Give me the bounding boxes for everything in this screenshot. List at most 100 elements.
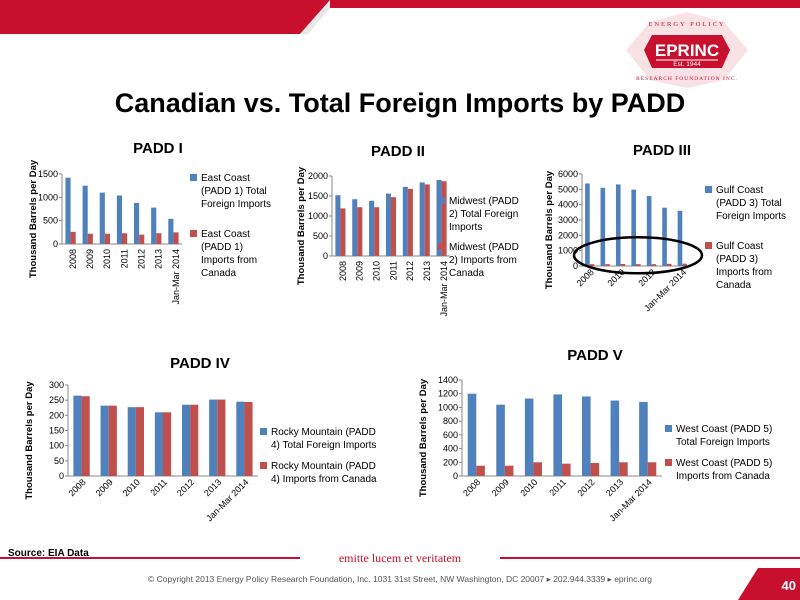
bar-total-imports	[600, 187, 606, 266]
legend-label: East Coast (PADD 1) Total Foreign Imports	[201, 173, 271, 210]
header-decoration	[0, 0, 330, 34]
x-tick-label: 2012	[405, 261, 415, 281]
bar-total-imports	[582, 396, 591, 476]
bar-canada-imports	[533, 462, 542, 476]
bar-canada-imports	[122, 233, 128, 244]
y-tick-label: 3000	[558, 215, 578, 225]
bar-canada-imports	[217, 399, 226, 476]
legend-label: West Coast (PADD 5) Total Foreign Imports	[676, 424, 772, 448]
legend-swatch	[665, 425, 672, 432]
y-tick-label: 250	[49, 395, 64, 405]
bar-canada-imports	[87, 233, 93, 244]
bar-total-imports	[73, 395, 82, 476]
bar-total-imports	[65, 177, 71, 244]
x-tick-label: 2011	[119, 249, 129, 268]
chart-title: PADD V	[567, 347, 623, 364]
bar-total-imports	[100, 405, 109, 476]
legend-label: Rocky Mountain (PADD 4) Total Foreign Imp…	[271, 427, 376, 451]
legend-label: East Coast (PADD 1) Imports from Canada	[201, 229, 257, 279]
y-axis-label: Thousand Barrels per Day	[544, 170, 555, 289]
y-axis-label: Thousand Barrels per Day	[24, 381, 35, 500]
y-tick-label: 2000	[308, 171, 328, 181]
bar-total-imports	[385, 193, 391, 256]
bar-canada-imports	[108, 405, 117, 476]
chart-title: PADD IV	[170, 355, 230, 372]
y-tick-label: 1000	[38, 192, 58, 202]
bar-canada-imports	[441, 181, 447, 256]
slide-title: Canadian vs. Total Foreign Imports by PA…	[114, 88, 686, 118]
x-tick-label: 2008	[338, 261, 348, 281]
source-note: Source: EIA Data	[8, 548, 89, 559]
legend-label: West Coast (PADD 5) Imports from Canada	[676, 458, 772, 482]
logo-est: Est. 1944	[673, 61, 701, 68]
chart-padd-1: PADD I 0 500 1000 1500 Thousand Barrels per D…	[10, 138, 275, 318]
bar-total-imports	[436, 180, 442, 256]
bar-total-imports	[369, 200, 375, 256]
x-tick-label: 2010	[102, 249, 112, 269]
logo-name: EPRINC	[655, 41, 719, 60]
x-tick-label: 2012	[137, 249, 147, 269]
bar-total-imports	[467, 393, 477, 476]
highlight-ellipse	[572, 236, 704, 275]
legend-label: Midwest (PADD 2) Total Foreign Imports	[449, 196, 519, 233]
y-tick-label: 2000	[558, 230, 578, 240]
bar-total-imports	[116, 195, 122, 244]
y-tick-label: 5000	[558, 184, 578, 194]
bar-total-imports	[82, 185, 88, 244]
bar-canada-imports	[244, 401, 253, 476]
x-tick-label: 2010	[518, 477, 539, 498]
bar-total-imports	[182, 404, 191, 476]
bar-total-imports	[585, 183, 590, 266]
legend-swatch	[190, 230, 197, 237]
x-tick-label: 2009	[85, 249, 95, 269]
bar-total-imports	[134, 202, 140, 244]
bar-total-imports	[615, 184, 621, 266]
bar-total-imports	[402, 186, 408, 256]
top-accent-bar	[0, 0, 800, 8]
legend-label: Gulf Coast (PADD 3) Imports from Canada	[716, 241, 772, 291]
bar-total-imports	[419, 182, 425, 256]
y-tick-label: 0	[573, 261, 578, 271]
bar-canada-imports	[647, 462, 657, 476]
bar-total-imports	[154, 412, 163, 476]
bar-canada-imports	[407, 188, 413, 256]
bar-canada-imports	[651, 264, 657, 266]
y-tick-label: 500	[313, 231, 328, 241]
bar-canada-imports	[81, 396, 90, 476]
bar-canada-imports	[590, 462, 600, 476]
x-tick-label: Jan-Mar 2014	[439, 261, 449, 317]
motto: emitte lucem et veritatem	[300, 549, 500, 567]
page-number: 40	[781, 578, 796, 593]
x-tick-label: 2013	[154, 249, 164, 269]
x-tick-label: 2008	[68, 249, 78, 269]
bar-total-imports	[553, 394, 562, 476]
x-tick-label: 2012	[636, 267, 657, 288]
bar-canada-imports	[636, 264, 641, 266]
y-tick-label: 50	[54, 456, 64, 466]
x-tick-label: 2008	[461, 477, 482, 498]
legend-swatch	[705, 186, 712, 193]
x-tick-label: 2013	[422, 261, 432, 281]
y-tick-label: 1500	[38, 169, 58, 179]
bar-canada-imports	[190, 404, 199, 476]
bar-canada-imports	[104, 233, 110, 244]
bar-total-imports	[209, 399, 218, 476]
y-tick-label: 0	[453, 471, 458, 481]
chart-padd-4: PADD IV 0 50 100 150 200 250 300 Thousand Barrel…	[10, 345, 410, 545]
y-tick-label: 4000	[558, 200, 578, 210]
y-tick-label: 300	[49, 380, 64, 390]
x-tick-label: 2011	[148, 477, 169, 498]
bar-total-imports	[335, 195, 341, 256]
y-tick-label: 0	[53, 239, 58, 249]
y-tick-label: 200	[443, 457, 458, 467]
y-axis-label: Thousand Barrels per Day	[28, 159, 39, 278]
legend-swatch	[260, 462, 267, 469]
y-tick-label: 1000	[438, 402, 458, 412]
bar-canada-imports	[163, 412, 172, 476]
x-tick-label: 2012	[575, 477, 596, 498]
y-tick-label: 800	[443, 416, 458, 426]
bar-canada-imports	[476, 465, 485, 476]
logo-arc-bottom: RESEARCH FOUNDATION INC.	[636, 76, 738, 82]
